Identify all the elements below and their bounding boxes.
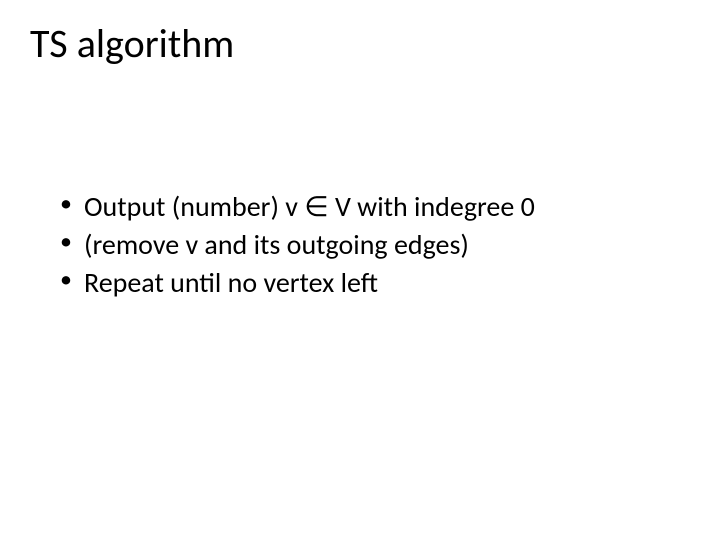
bullet-list: Output (number) v ∈ V with indegree 0 (r…: [30, 188, 690, 301]
slide-title: TS algorithm: [30, 20, 690, 68]
slide-container: TS algorithm Output (number) v ∈ V with …: [0, 0, 720, 540]
bullet-item: (remove v and its outgoing edges): [60, 226, 690, 264]
bullet-item: Output (number) v ∈ V with indegree 0: [60, 188, 690, 226]
bullet-item: Repeat until no vertex left: [60, 264, 690, 302]
